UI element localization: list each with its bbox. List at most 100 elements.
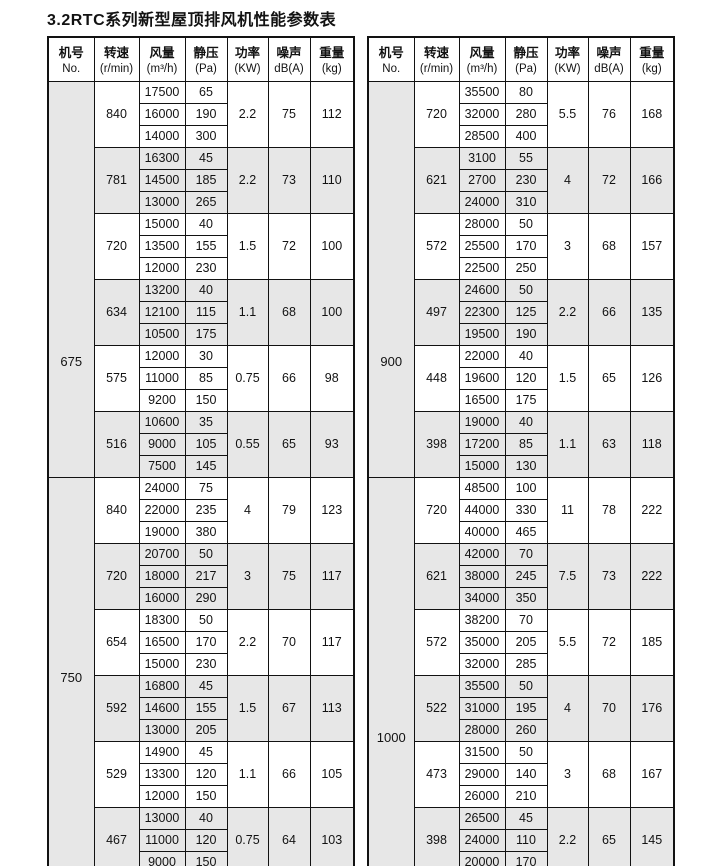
noise-cell: 70 xyxy=(587,675,631,742)
airflow-cell: 22000 xyxy=(458,345,506,368)
pressure-cell: 130 xyxy=(504,455,548,478)
pressure-cell: 230 xyxy=(184,653,228,676)
spec-table-right-header: 机号 No. 转速 (r/min) 风量 (m³/h) 静压 (Pa) 功率 (KW) 噪声 dB(A… xyxy=(367,36,675,82)
airflow-cell: 13500 xyxy=(138,235,186,258)
airflow-cell: 16800 xyxy=(138,675,186,698)
power-cell: 2.2 xyxy=(226,81,269,148)
airflow-cell: 35500 xyxy=(458,675,506,698)
column-header-unit: (kg) xyxy=(641,63,662,76)
machine-no-label: 750 xyxy=(60,669,83,685)
table-row: 35000 205 xyxy=(368,631,674,654)
table-row: 18000 217 xyxy=(48,565,354,588)
power-cell: 3 xyxy=(546,741,589,808)
table-row: 22300 125 xyxy=(368,301,674,324)
column-header-name: 噪声 xyxy=(276,46,302,61)
power-cell: 3 xyxy=(546,213,589,280)
pressure-cell: 140 xyxy=(504,763,548,786)
table-row: 572 28000 50 3 68 157 xyxy=(368,213,675,280)
column-header-no: 机号 No. xyxy=(47,36,95,82)
column-header-unit: (m³/h) xyxy=(466,63,498,76)
table-row: 516 10600 35 0.55 65 93 xyxy=(48,411,355,478)
noise-cell: 73 xyxy=(267,147,311,214)
noise-cell: 79 xyxy=(267,477,311,544)
weight-cell: 135 xyxy=(629,279,675,346)
speed-cell: 529 xyxy=(93,741,140,808)
pressure-cell: 235 xyxy=(184,499,228,522)
table-row: 28500 400 xyxy=(368,125,674,148)
power-cell: 1.5 xyxy=(226,213,269,280)
airflow-cell: 32000 xyxy=(458,653,506,676)
pressure-cell: 65 xyxy=(184,81,228,104)
airflow-cell: 34000 xyxy=(458,587,506,610)
airflow-cell: 16500 xyxy=(458,389,506,412)
speed-cell: 840 xyxy=(93,81,140,148)
speed-cell: 621 xyxy=(413,147,460,214)
power-cell: 2.2 xyxy=(226,147,269,214)
airflow-cell: 13300 xyxy=(138,763,186,786)
weight-cell: 176 xyxy=(629,675,675,742)
noise-cell: 63 xyxy=(587,411,631,478)
pressure-cell: 205 xyxy=(184,719,228,742)
weight-cell: 98 xyxy=(309,345,355,412)
pressure-cell: 210 xyxy=(504,785,548,808)
speed-cell: 654 xyxy=(93,609,140,676)
pressure-cell: 40 xyxy=(184,807,228,830)
column-header-unit: No. xyxy=(62,63,81,76)
noise-cell: 76 xyxy=(587,81,631,148)
pressure-cell: 175 xyxy=(184,323,228,346)
pressure-cell: 185 xyxy=(184,169,228,192)
table-row: 13000 205 xyxy=(48,719,354,742)
pressure-cell: 230 xyxy=(504,169,548,192)
airflow-cell: 31500 xyxy=(458,741,506,764)
speed-cell: 398 xyxy=(413,807,460,866)
airflow-cell: 48500 xyxy=(458,477,506,500)
power-cell: 0.75 xyxy=(226,345,269,412)
speed-cell: 473 xyxy=(413,741,460,808)
airflow-cell: 31000 xyxy=(458,697,506,720)
table-row: 22000 235 xyxy=(48,499,354,522)
table-row: 16000 290 xyxy=(48,587,354,610)
airflow-cell: 18000 xyxy=(138,565,186,588)
speed-cell: 497 xyxy=(413,279,460,346)
table-row: 44000 330 xyxy=(368,499,674,522)
airflow-cell: 9200 xyxy=(138,389,186,412)
pressure-cell: 120 xyxy=(504,367,548,390)
airflow-cell: 42000 xyxy=(458,543,506,566)
airflow-cell: 24600 xyxy=(458,279,506,302)
speed-cell: 840 xyxy=(93,477,140,544)
weight-cell: 185 xyxy=(629,609,675,676)
pressure-cell: 50 xyxy=(184,609,228,632)
table-row: 19600 120 xyxy=(368,367,674,390)
table-row: 16500 175 xyxy=(368,389,674,412)
pressure-cell: 170 xyxy=(504,851,548,866)
pressure-cell: 175 xyxy=(504,389,548,412)
airflow-cell: 16500 xyxy=(138,631,186,654)
airflow-cell: 11000 xyxy=(138,367,186,390)
column-header-name: 重量 xyxy=(639,46,665,61)
airflow-cell: 38200 xyxy=(458,609,506,632)
airflow-cell: 15000 xyxy=(138,213,186,236)
pressure-cell: 50 xyxy=(504,741,548,764)
airflow-cell: 10500 xyxy=(138,323,186,346)
noise-cell: 65 xyxy=(587,345,631,412)
noise-cell: 75 xyxy=(267,81,311,148)
power-cell: 4 xyxy=(546,675,589,742)
table-row: 20000 170 xyxy=(368,851,674,866)
power-cell: 1.5 xyxy=(546,345,589,412)
power-cell: 4 xyxy=(226,477,269,544)
column-header-unit: (m³/h) xyxy=(146,63,178,76)
weight-cell: 145 xyxy=(629,807,675,866)
airflow-cell: 20700 xyxy=(138,543,186,566)
table-row: 13300 120 xyxy=(48,763,354,786)
pressure-cell: 120 xyxy=(184,829,228,852)
weight-cell: 112 xyxy=(309,81,355,148)
power-cell: 2.2 xyxy=(546,807,589,866)
table-row: 575 12000 30 0.75 66 98 xyxy=(48,345,355,412)
column-header-pressure: 静压 (Pa) xyxy=(184,36,228,82)
airflow-cell: 9000 xyxy=(138,433,186,456)
table-row: 13000 265 xyxy=(48,191,354,214)
airflow-cell: 19000 xyxy=(458,411,506,434)
speed-cell: 572 xyxy=(413,213,460,280)
weight-cell: 117 xyxy=(309,543,355,610)
